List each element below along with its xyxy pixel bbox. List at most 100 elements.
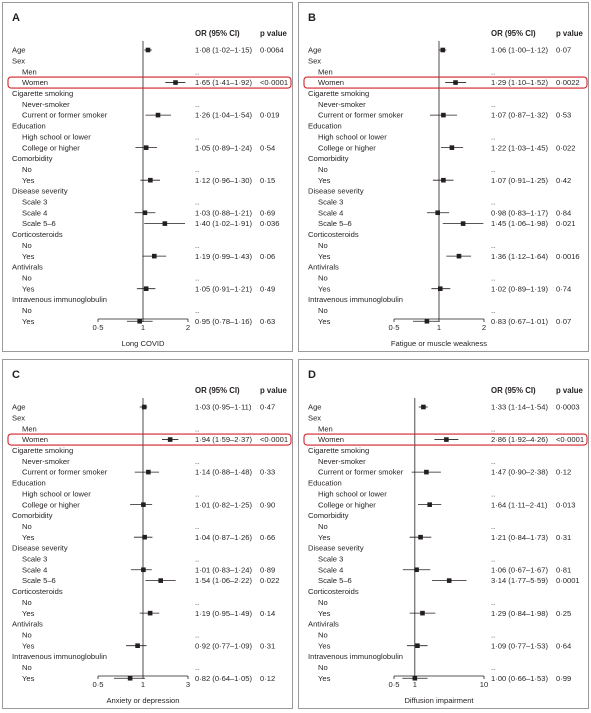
or-value: ..	[491, 598, 495, 607]
row-label: Never-smoker	[22, 100, 70, 109]
row-label: Scale 3	[318, 555, 343, 564]
forest-panel-d: D OR (95% CI) p value Age 1·33 (1·14–1·54) 0·…	[298, 359, 589, 709]
or-point	[141, 502, 146, 507]
or-point	[421, 404, 426, 410]
or-value: 0·98 (0·83–1·17)	[491, 208, 548, 217]
forest-plot-svg: A OR (95% CI) p value Age 1·08 (1·02–1·15) 0·…	[7, 12, 292, 348]
or-value: 1·22 (1·03–1·45)	[491, 143, 548, 152]
or-point	[135, 643, 140, 648]
or-value: 1·94 (1·59–2·37)	[195, 435, 252, 444]
row-label: High school or lower	[318, 132, 387, 141]
row-label: Yes	[22, 641, 35, 650]
or-point	[146, 469, 151, 475]
p-value: 0·66	[260, 533, 275, 542]
or-value: 1·08 (1·02–1·15)	[195, 46, 252, 55]
row-label: No	[22, 273, 32, 282]
p-value: 0·53	[556, 111, 571, 120]
panel-label: D	[308, 369, 316, 381]
or-value: 1·12 (0·96–1·30)	[195, 176, 252, 185]
x-axis-label: Diffusion impairment	[404, 696, 474, 705]
or-value: 1·02 (0·89–1·19)	[491, 284, 548, 293]
forest-panel-b: B OR (95% CI) p value Age 1·06 (1·00–1·12) 0·…	[298, 2, 589, 352]
highlight-box	[303, 433, 588, 446]
row-label: Men	[22, 67, 37, 76]
row-label: Education	[12, 122, 46, 131]
p-value: 0·74	[556, 284, 571, 293]
or-value: 2·86 (1·92–4·26)	[491, 435, 548, 444]
row-label: Men	[318, 424, 333, 433]
row-label: Yes	[22, 674, 35, 683]
row-label: Disease severity	[308, 187, 364, 196]
or-value: ..	[491, 165, 495, 174]
row-label: Corticosteroids	[308, 587, 359, 596]
or-value: 1·01 (0·83–1·24)	[195, 565, 252, 574]
p-value: 0·019	[260, 111, 279, 120]
p-value: 0·022	[556, 143, 575, 152]
row-label: High school or lower	[22, 489, 91, 498]
row-label: Age	[12, 403, 26, 412]
forest-panel-a: A OR (95% CI) p value Age 1·08 (1·02–1·15) 0·…	[2, 2, 293, 352]
x-axis-label: Fatigue or muscle weakness	[391, 339, 487, 348]
or-value: ..	[195, 663, 199, 672]
or-value: 1·06 (0·67–1·67)	[491, 565, 548, 574]
row-label: Scale 4	[318, 208, 343, 217]
or-point	[145, 47, 151, 53]
or-point	[155, 112, 161, 118]
row-label: Women	[318, 78, 344, 87]
or-point	[148, 177, 153, 183]
or-value: 0·82 (0·64–1·05)	[195, 674, 252, 683]
or-point	[424, 318, 430, 324]
or-point	[424, 469, 429, 475]
p-value: 0·12	[556, 468, 571, 477]
or-point	[141, 404, 147, 410]
p-value: 0·0064	[260, 46, 284, 55]
or-point	[444, 437, 449, 442]
or-value: 0·95 (0·78–1·16)	[195, 317, 252, 326]
p-value-column-header: p value	[556, 386, 584, 395]
row-label: Sex	[12, 56, 25, 65]
or-value: 1·26 (1·04–1·54)	[195, 111, 252, 120]
or-value: ..	[195, 522, 199, 531]
row-label: Yes	[318, 533, 331, 542]
row-label: Yes	[318, 176, 331, 185]
row-label: Education	[12, 479, 46, 488]
p-value: <0·0001	[556, 435, 584, 444]
or-value: ..	[195, 306, 199, 315]
or-point	[435, 210, 440, 216]
row-label: Yes	[318, 252, 331, 261]
row-label: Cigarette smoking	[308, 89, 369, 98]
or-value: 1·07 (0·87–1·32)	[491, 111, 548, 120]
or-value: ..	[195, 198, 199, 207]
or-point	[446, 578, 452, 583]
or-point	[415, 643, 420, 648]
p-value: 0·15	[260, 176, 275, 185]
or-point	[449, 145, 455, 150]
p-value: 0·63	[260, 317, 275, 326]
row-label: Yes	[22, 176, 35, 185]
or-value: 1·40 (1·02–1·91)	[195, 219, 252, 228]
panel-label: A	[12, 12, 20, 24]
or-value: 1·65 (1·41–1·92)	[195, 78, 252, 87]
p-value: 0·31	[260, 641, 275, 650]
panel-label: B	[308, 12, 316, 24]
row-label: No	[22, 522, 32, 531]
row-label: Disease severity	[12, 544, 68, 553]
row-label: Scale 3	[22, 555, 47, 564]
row-label: Comorbidity	[308, 511, 349, 520]
p-value: 0·84	[556, 208, 571, 217]
x-tick-label: 3	[186, 680, 190, 689]
p-value: 0·0016	[556, 252, 580, 261]
row-label: Comorbidity	[12, 511, 53, 520]
row-label: Disease severity	[12, 187, 68, 196]
x-tick-label: 0·5	[389, 680, 400, 689]
or-point	[173, 80, 178, 85]
or-point	[460, 221, 466, 226]
row-label: Education	[308, 479, 342, 488]
row-label: Cigarette smoking	[308, 446, 369, 455]
row-label: Yes	[22, 317, 35, 326]
row-label: Antivirals	[12, 263, 43, 272]
row-label: College or higher	[318, 143, 376, 152]
row-label: Corticosteroids	[12, 230, 63, 239]
row-label: Women	[318, 435, 344, 444]
x-tick-label: 0·5	[93, 323, 104, 332]
